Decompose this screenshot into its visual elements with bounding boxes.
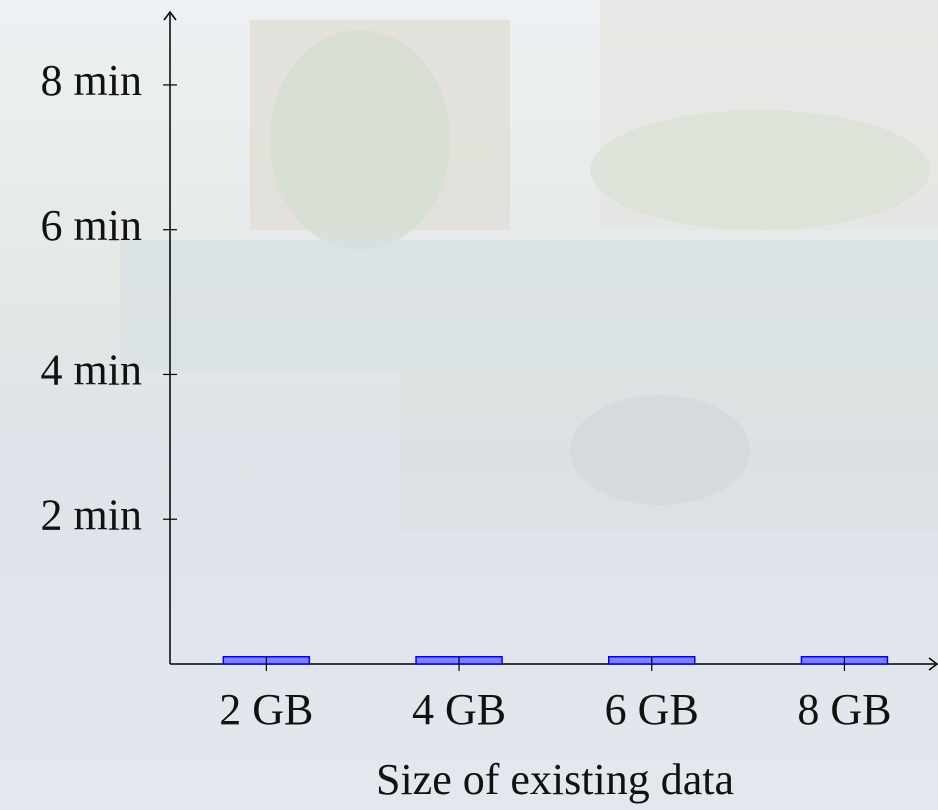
y-tick-label: 6 min [41,201,142,250]
x-tick-label: 4 GB [412,685,506,734]
x-tick-label: 2 GB [219,685,313,734]
x-axis-arrow [928,657,938,671]
y-axis-arrow [163,10,177,21]
y-tick-label: 4 min [41,346,142,395]
x-tick-label: 8 GB [797,685,891,734]
y-tick-label: 8 min [41,56,142,105]
x-axis-label: Size of existing data [376,755,734,804]
y-tick-label: 2 min [41,490,142,539]
x-tick-label: 6 GB [605,685,699,734]
